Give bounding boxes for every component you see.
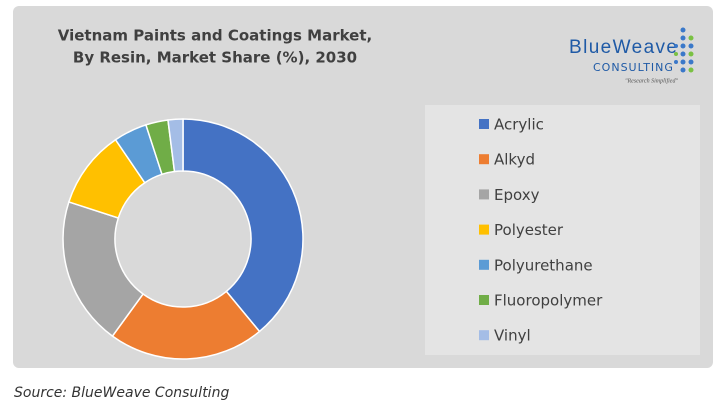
legend-label: Acrylic [494,116,544,134]
logo-tagline: "Research Simplified" [625,77,678,84]
chart-title: Vietnam Paints and Coatings Market, [58,27,372,45]
donut-slice [182,118,304,333]
legend-label: Vinyl [494,327,531,345]
legend-label: Polyurethane [494,256,593,274]
legend-swatch [479,330,489,341]
source: Source: BlueWeave Consulting [14,385,229,401]
legend-swatch [479,295,489,305]
logo-name: BlueWeave [569,37,677,58]
legend-swatch [479,119,489,129]
logo: BlueWeave CONSULTING "Research Simplifie… [569,27,694,84]
legend-swatch [479,154,489,165]
legend-swatch [479,224,489,235]
chart-title: By Resin, Market Share (%), 2030 [73,49,357,67]
legend-swatch [479,259,489,270]
legend-box [425,105,700,355]
legend-label: Epoxy [494,186,540,204]
legend-label: Alkyd [494,151,535,169]
legend-label: Polyester [494,221,564,239]
logo-sub: CONSULTING [593,61,674,74]
legend-label: Fluoropolymer [494,292,603,310]
donut-slice [167,118,184,173]
legend-swatch [479,189,489,200]
